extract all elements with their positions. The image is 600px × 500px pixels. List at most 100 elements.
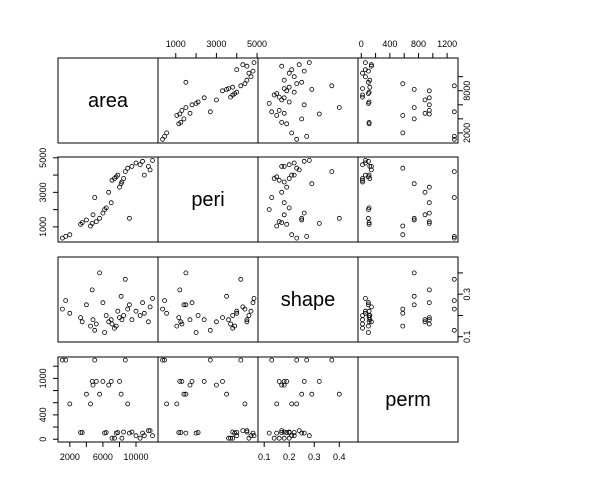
point-area-vs-peri-35: [251, 60, 257, 65]
bottom-tick-label-shape-2: 0.3: [308, 452, 321, 462]
diag-label-peri: peri: [191, 189, 224, 211]
point-perm-vs-peri-12: [189, 378, 195, 384]
point-perm-vs-shape-0: [294, 357, 300, 363]
point-perm-vs-peri-35: [251, 433, 257, 439]
point-perm-vs-shape-5: [299, 391, 305, 397]
point-perm-vs-shape-4: [279, 430, 285, 435]
point-peri-vs-perm-10: [426, 219, 432, 225]
point-peri-vs-perm-1: [451, 233, 457, 239]
point-area-vs-perm-23: [360, 86, 365, 91]
point-shape-vs-perm-19: [365, 323, 371, 329]
point-perm-vs-shape-34: [296, 428, 302, 434]
point-peri-vs-shape-3: [284, 221, 290, 227]
point-perm-vs-area-28: [129, 429, 135, 435]
point-area-vs-peri-10: [179, 108, 185, 113]
point-perm-vs-shape-15: [279, 382, 285, 388]
point-perm-vs-shape-11: [336, 391, 342, 397]
point-perm-vs-shape-22: [309, 391, 315, 397]
point-peri-vs-area-31: [140, 158, 146, 164]
point-perm-vs-peri-10: [179, 378, 185, 384]
point-peri-vs-shape-28: [281, 163, 287, 169]
point-perm-vs-area-4: [79, 430, 85, 435]
point-peri-vs-perm-22: [411, 181, 417, 187]
point-peri-vs-perm-27: [365, 215, 371, 221]
point-perm-vs-peri-28: [244, 429, 250, 435]
point-peri-vs-shape-8: [281, 212, 287, 218]
point-area-vs-peri-11: [183, 105, 189, 110]
point-shape-vs-area-6: [88, 323, 93, 329]
point-area-vs-peri-20: [234, 89, 240, 95]
point-peri-vs-shape-30: [286, 162, 292, 168]
point-area-vs-peri-4: [178, 120, 184, 125]
panel-area-peri: [157, 57, 259, 144]
point-peri-vs-area-26: [125, 165, 131, 171]
point-shape-vs-area-23: [119, 317, 125, 323]
point-area-vs-shape-31: [301, 68, 307, 74]
point-peri-vs-area-4: [79, 220, 85, 226]
point-shape-vs-area-20: [115, 308, 121, 314]
panel-shape-perm: [357, 256, 459, 343]
point-peri-vs-area-11: [97, 215, 102, 221]
point-shape-vs-peri-1: [162, 298, 168, 304]
point-shape-vs-peri-3: [176, 315, 182, 321]
point-perm-vs-area-26: [125, 401, 131, 407]
point-perm-vs-area-20: [115, 430, 121, 435]
point-area-vs-peri-25: [238, 83, 244, 89]
point-peri-vs-perm-23: [360, 179, 365, 185]
point-perm-vs-peri-1: [162, 357, 168, 363]
point-shape-vs-area-27: [126, 302, 132, 308]
point-shape-vs-peri-6: [174, 323, 180, 329]
point-perm-vs-area-5: [84, 391, 89, 397]
point-peri-vs-shape-25: [329, 169, 335, 175]
point-perm-vs-shape-30: [286, 435, 292, 441]
point-peri-vs-perm-11: [411, 215, 417, 221]
point-perm-vs-area-8: [90, 382, 96, 388]
point-area-vs-perm-30: [360, 70, 365, 76]
point-peri-vs-perm-32: [362, 172, 368, 178]
point-shape-vs-area-25: [122, 276, 128, 282]
point-peri-vs-area-8: [90, 212, 96, 218]
point-area-vs-shape-7: [316, 111, 322, 117]
point-shape-vs-perm-1: [451, 298, 457, 304]
point-area-vs-shape-25: [329, 83, 335, 89]
point-peri-vs-area-9: [92, 195, 98, 200]
diag-label-area: area: [88, 90, 129, 112]
point-perm-vs-area-33: [145, 428, 151, 434]
point-perm-vs-shape-17: [276, 435, 282, 441]
point-shape-vs-peri-21: [220, 315, 225, 321]
point-area-vs-perm-24: [367, 84, 373, 90]
point-shape-vs-perm-22: [411, 293, 417, 299]
point-peri-vs-shape-22: [309, 181, 315, 187]
point-shape-vs-perm-12: [426, 300, 432, 306]
point-peri-vs-perm-31: [365, 158, 371, 164]
point-shape-vs-area-3: [78, 315, 83, 321]
point-perm-vs-area-25: [122, 357, 128, 363]
bottom-tick-label-shape-1: 0.2: [283, 452, 296, 462]
point-area-vs-shape-24: [286, 84, 292, 90]
point-peri-vs-shape-20: [291, 172, 297, 178]
point-peri-vs-area-2: [67, 232, 73, 238]
point-shape-vs-perm-13: [365, 330, 371, 335]
point-area-vs-shape-11: [336, 105, 342, 110]
point-peri-vs-shape-1: [304, 233, 310, 239]
point-perm-vs-peri-3: [176, 430, 182, 435]
point-peri-vs-shape-2: [289, 232, 295, 238]
point-peri-vs-area-10: [93, 219, 99, 225]
point-area-vs-shape-34: [296, 62, 302, 68]
point-shape-vs-area-2: [67, 310, 73, 316]
point-shape-vs-area-30: [137, 313, 143, 318]
point-area-vs-shape-27: [299, 79, 305, 85]
point-shape-vs-peri-22: [224, 293, 230, 299]
point-shape-vs-peri-35: [251, 295, 257, 301]
point-area-vs-perm-10: [426, 108, 432, 113]
point-area-vs-shape-29: [291, 74, 297, 80]
point-peri-vs-shape-24: [286, 176, 292, 181]
point-area-vs-peri-1: [162, 133, 168, 139]
point-perm-vs-area-32: [141, 433, 147, 439]
point-perm-vs-area-12: [100, 378, 106, 384]
point-shape-vs-area-33: [145, 319, 151, 325]
point-area-vs-peri-23: [226, 86, 232, 91]
point-peri-vs-shape-27: [299, 215, 305, 221]
point-area-vs-perm-2: [400, 130, 406, 136]
point-perm-vs-area-15: [106, 382, 112, 388]
